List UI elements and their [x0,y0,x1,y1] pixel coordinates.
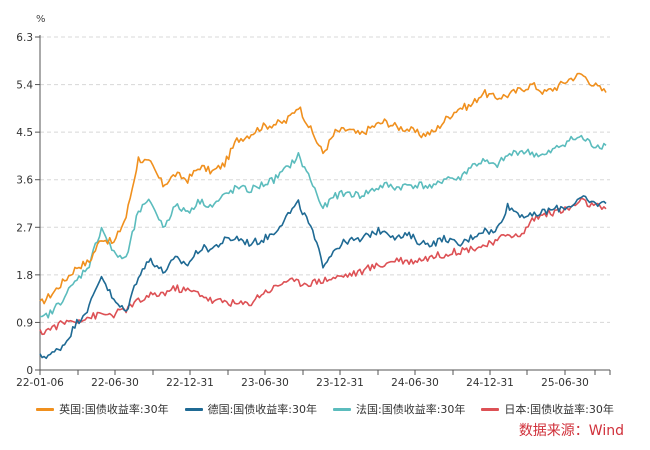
legend-swatch-japan [481,407,500,411]
series-line-france [39,134,607,319]
x-tick-label: 24-12-31 [466,377,514,389]
legend-label-france: 法国:国债收益率:30年 [356,403,466,416]
series-lines [39,72,607,360]
legend-item-uk[interactable]: 英国:国债收益率:30年 [36,401,169,417]
x-axis: 22-01-06 22-06-30 22-12-31 23-06-30 23-12-31… [16,369,611,389]
x-tick-label: 22-01-06 [16,377,64,389]
legend-label-japan: 日本:国债收益率:30年 [504,403,614,416]
legend-label-uk: 英国:国债收益率:30年 [59,403,169,416]
y-tick-label: 5.4 [16,80,33,92]
legend-swatch-france [333,407,351,411]
y-tick-label: 1.8 [16,270,33,282]
data-source-note: 数据来源：Wind [518,423,624,439]
legend-item-japan[interactable]: 日本:国债收益率:30年 [481,401,614,417]
y-tick-label: 0 [26,365,33,377]
x-tick-label: 23-12-31 [316,377,364,389]
legend-item-france[interactable]: 法国:国债收益率:30年 [333,401,465,417]
x-tick-label: 24-06-30 [391,377,439,389]
legend-item-germany[interactable]: 德国:国债收益率:30年 [184,401,317,417]
x-tick-label: 22-12-31 [166,377,214,389]
x-tick-label: 25-06-30 [541,377,589,389]
y-axis: 0 0.9 1.8 2.7 3.6 4.5 5.4 6.3 [16,32,41,377]
y-axis-unit: % [36,14,46,25]
x-tick-label: 23-06-30 [241,377,289,389]
x-tick-label: 22-06-30 [91,377,139,389]
legend-label-germany: 德国:国债收益率:30年 [207,403,317,416]
y-tick-label: 0.9 [16,317,33,329]
y-tick-label: 2.7 [16,222,33,234]
y-tick-label: 3.6 [16,175,33,187]
y-tick-label: 4.5 [16,127,33,139]
chart-legend: 英国:国债收益率:30年 德国:国债收益率:30年 法国:国债收益率:30年 日… [0,400,650,418]
legend-swatch-germany [184,407,203,411]
series-line-japan [39,197,607,336]
y-tick-label: 6.3 [16,32,33,44]
series-line-uk [39,72,607,305]
legend-swatch-uk [36,407,55,411]
series-line-germany [39,195,607,360]
